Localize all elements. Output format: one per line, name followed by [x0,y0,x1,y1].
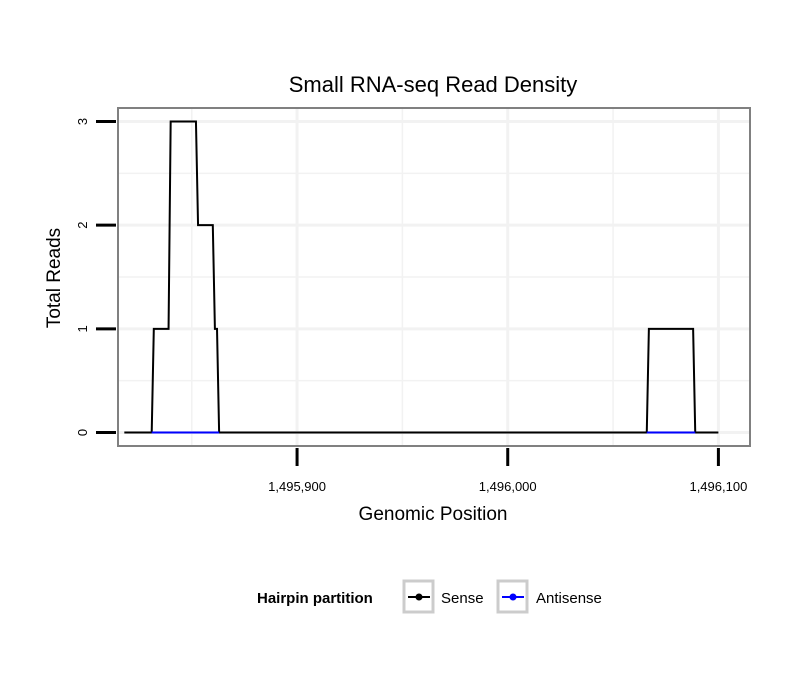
x-axis: 1,495,900 1,496,000 1,496,100 [268,448,747,494]
series-line-sense [124,120,719,434]
x-axis-label: Genomic Position [359,504,508,525]
legend-label-antisense: Antisense [536,590,602,607]
chart-title: Small RNA-seq Read Density [289,72,578,97]
x-tick-label: 1,495,900 [268,479,326,494]
legend-point-antisense [509,593,517,601]
legend-label-sense: Sense [441,590,484,607]
series-layer [124,120,719,434]
legend-point-sense [415,593,423,601]
y-tick-label: 0 [75,429,90,436]
legend-title: Hairpin partition [257,590,373,607]
x-tick-label: 1,496,100 [689,479,747,494]
x-tick-label: 1,496,000 [479,479,537,494]
legend-item-antisense: Antisense [496,579,602,614]
legend: Hairpin partition Sense Antisense [257,579,602,614]
plot-panel-border [117,107,751,447]
y-axis: 0 1 2 3 [75,118,116,436]
legend-item-sense: Sense [402,579,484,614]
y-tick-label: 1 [75,325,90,332]
y-tick-label: 3 [75,118,90,125]
y-tick-label: 2 [75,222,90,229]
y-axis-label: Total Reads [44,228,65,328]
